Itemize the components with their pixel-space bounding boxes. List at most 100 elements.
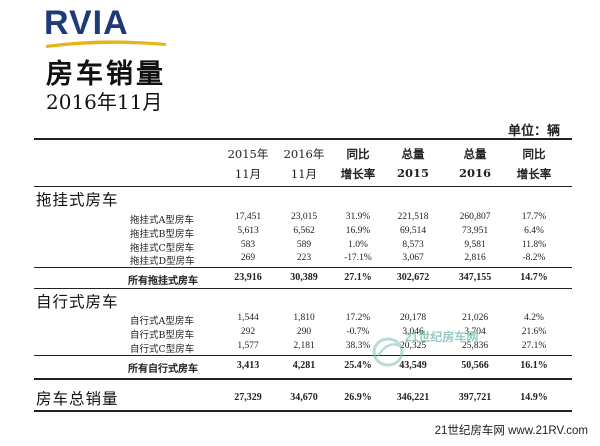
motorized-total-row: 所有自行式房车 3,413 4,281 25.4% 43,549 50,566 … [0,360,600,375]
cell: 3,046 [402,327,424,337]
cell: 2,816 [464,253,486,263]
cell: 17.2% [345,313,371,323]
col-header-line2: 增长率 [340,167,376,181]
cell: 21.6% [521,327,547,337]
watermark-logo-icon [372,337,404,367]
cell: 302,672 [396,272,430,283]
col-header-line1: 同比 [346,147,370,161]
towable-subtotal-rule [34,267,572,268]
cell: 11.8% [521,240,547,250]
cell: 260,807 [459,212,491,222]
cell: 14.7% [520,272,548,283]
footer-credit: 21世纪房车网 www.21RV.com [434,425,588,437]
cell: 6.4% [524,226,544,236]
row-label: 自行式A型房车 [130,316,194,327]
header-rule [34,186,572,187]
towable-bottom-rule [34,288,572,289]
cell: 69,514 [399,226,427,236]
row-label: 自行式B型房车 [130,330,194,341]
table-row: 自行式B型房车 292 290 -0.7% 3,046 3,704 21.6% [0,327,600,341]
cell: 4,281 [292,360,316,371]
cell: 589 [296,240,312,250]
row-label: 拖挂式A型房车 [130,215,194,226]
cell: 1.0% [348,240,368,250]
cell: 4.2% [524,313,544,323]
col-header-line2: 增长率 [516,167,552,181]
page-subtitle: 2016年11月 [46,90,163,114]
cell: 16.1% [520,360,548,371]
cell: 17.7% [521,212,547,222]
cell: 221,518 [397,212,429,222]
col-header-line2: 11月 [234,167,262,181]
cell: 346,221 [396,392,430,403]
table-row: 自行式C型房车 1,577 2,181 38.3% 20,325 25,836 … [0,341,600,355]
cell: -0.7% [346,327,370,337]
row-label: 所有拖挂式房车 [128,276,198,287]
col-header-line1: 2016年 [283,147,325,161]
cell: 27.1% [521,341,547,351]
logo-text: RVIA [44,4,129,42]
table-row: 拖挂式B型房车 5,613 6,562 16.9% 69,514 73,951 … [0,226,600,240]
bottom-rule [34,410,572,412]
motorized-bottom-rule [34,378,572,380]
col-header-line2: 2015 [396,166,429,180]
cell: 3,704 [464,327,486,337]
row-label: 自行式C型房车 [130,344,195,355]
section-towable: 拖挂式房车 [36,191,119,209]
cell: 3,413 [236,360,260,371]
row-label: 拖挂式D型房车 [130,256,195,267]
unit-label: 单位：辆 [507,124,560,139]
cell: 25.4% [344,360,372,371]
top-rule [34,138,572,140]
table-row: 拖挂式A型房车 17,451 23,015 31.9% 221,518 260,… [0,212,600,226]
section-motorized: 自行式房车 [36,293,119,311]
cell: 1,544 [237,313,259,323]
cell: 1,810 [293,313,315,323]
cell: 20,178 [399,313,427,323]
cell: 26.9% [344,392,372,403]
col-header-line1: 总量 [401,147,425,161]
cell: -17.1% [344,253,372,263]
cell: 2,181 [293,341,315,351]
cell: 27.1% [344,272,372,283]
cell: 292 [240,327,256,337]
cell: 38.3% [345,341,371,351]
row-label: 所有自行式房车 [128,364,198,375]
cell: 3,067 [402,253,424,263]
cell: -8.2% [522,253,546,263]
cell: 8,573 [402,240,424,250]
cell: 30,389 [290,272,318,283]
col-header-line2: 11月 [290,167,318,181]
cell: 269 [240,253,256,263]
cell: 25,836 [461,341,489,351]
col-header-line1: 总量 [463,147,487,161]
table-row: 拖挂式C型房车 583 589 1.0% 8,573 9,581 11.8% [0,240,600,254]
watermark-text: 21世纪房车网 [405,330,479,344]
col-header-line2: 2016 [458,166,491,180]
towable-total-row: 所有拖挂式房车 23,916 30,389 27.1% 302,672 347,… [0,272,600,287]
row-label: 拖挂式B型房车 [130,229,194,240]
cell: 347,155 [458,272,492,283]
cell: 6,562 [293,226,315,236]
row-label: 拖挂式C型房车 [130,243,195,254]
table-row: 自行式A型房车 1,544 1,810 17.2% 20,178 21,026 … [0,313,600,327]
rvia-logo: RVIA [44,6,168,48]
cell: 14.9% [520,392,548,403]
table-row: 拖挂式D型房车 269 223 -17.1% 3,067 2,816 -8.2% [0,253,600,267]
cell: 20,325 [399,341,427,351]
cell: 31.9% [345,212,371,222]
cell: 9,581 [464,240,486,250]
cell: 16.9% [345,226,371,236]
cell: 43,549 [399,360,427,371]
cell: 21,026 [461,313,489,323]
motorized-subtotal-rule [34,355,572,356]
cell: 27,329 [234,392,262,403]
cell: 1,577 [237,341,259,351]
cell: 50,566 [461,360,489,371]
cell: 17,451 [234,212,262,222]
col-header-line1: 2015年 [227,147,269,161]
grand-total-row: 27,329 34,670 26.9% 346,221 397,721 14.9… [0,392,600,406]
page-title: 房车销量 [46,59,166,90]
cell: 73,951 [461,226,489,236]
col-header-line1: 同比 [522,147,546,161]
